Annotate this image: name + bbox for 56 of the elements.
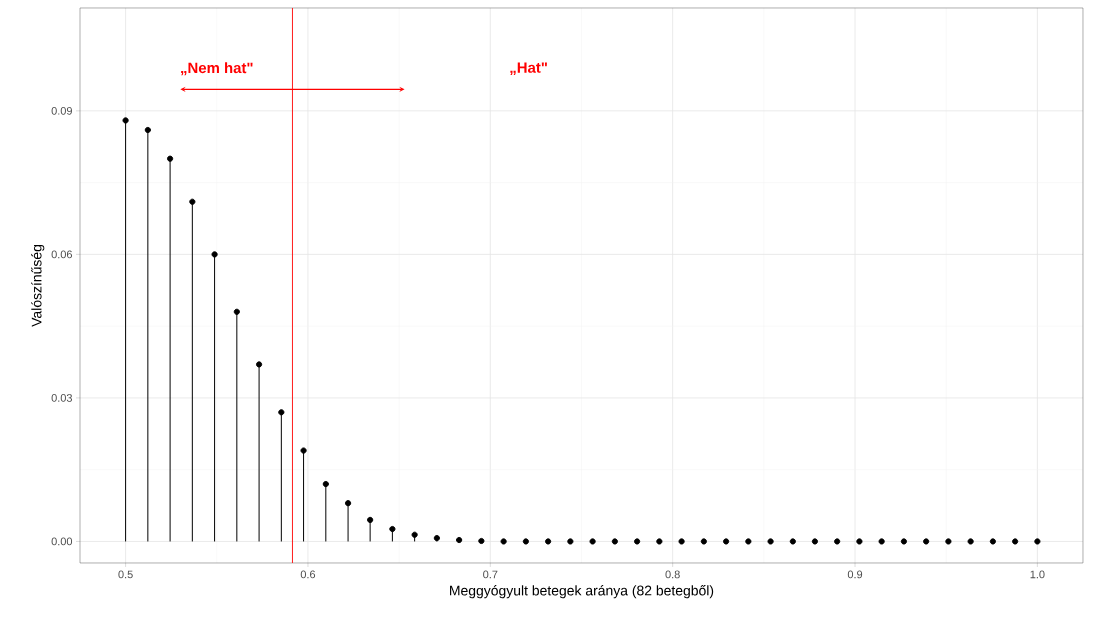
y-axis-title: Valószínűség <box>31 245 45 327</box>
annotation: „Hat" <box>510 62 547 76</box>
point <box>634 538 641 545</box>
point <box>478 537 485 545</box>
point <box>856 538 863 545</box>
point <box>678 538 685 545</box>
point <box>767 538 774 545</box>
point <box>723 538 730 545</box>
point <box>433 535 440 542</box>
point <box>389 525 396 533</box>
point <box>456 536 463 544</box>
point <box>589 538 596 545</box>
point <box>1034 538 1041 545</box>
point <box>189 198 196 205</box>
point <box>745 538 752 545</box>
x-tick-label: 0.8 <box>665 570 680 579</box>
point <box>834 538 841 545</box>
point <box>144 126 151 134</box>
x-axis-title: Meggyógyult betegek aránya (82 betegből) <box>450 585 714 599</box>
y-tick-label: 0.00 <box>51 537 73 546</box>
point <box>211 251 218 258</box>
point <box>811 538 819 545</box>
y-tick-label: 0.09 <box>51 106 72 115</box>
point <box>989 538 996 545</box>
point <box>656 538 663 545</box>
point <box>255 361 263 368</box>
point <box>900 538 907 545</box>
point <box>300 447 307 454</box>
point <box>233 308 240 315</box>
y-tick-label: 0.03 <box>51 394 72 402</box>
point <box>611 538 618 545</box>
point <box>278 409 285 416</box>
x-tick-label: 0.7 <box>483 570 498 579</box>
point <box>367 516 374 524</box>
annotation: „Nem hat" <box>181 62 253 76</box>
x-tick-label: 0.9 <box>847 570 863 579</box>
x-tick-label: 0.5 <box>118 570 133 579</box>
x-tick-label: 1.0 <box>1030 570 1045 579</box>
y-tick-label: 0.06 <box>51 250 72 259</box>
point <box>344 500 352 507</box>
point <box>789 538 796 545</box>
x-tick-label: 0.6 <box>300 570 316 579</box>
point <box>878 538 885 545</box>
point <box>700 538 707 545</box>
point <box>122 117 129 124</box>
point <box>945 538 952 545</box>
point <box>967 538 974 545</box>
point <box>567 538 574 545</box>
point <box>411 531 418 538</box>
point <box>522 538 529 545</box>
point <box>500 538 507 545</box>
point <box>923 538 930 545</box>
point <box>322 480 329 488</box>
point <box>545 538 552 545</box>
point <box>166 155 174 162</box>
point <box>1012 538 1019 545</box>
